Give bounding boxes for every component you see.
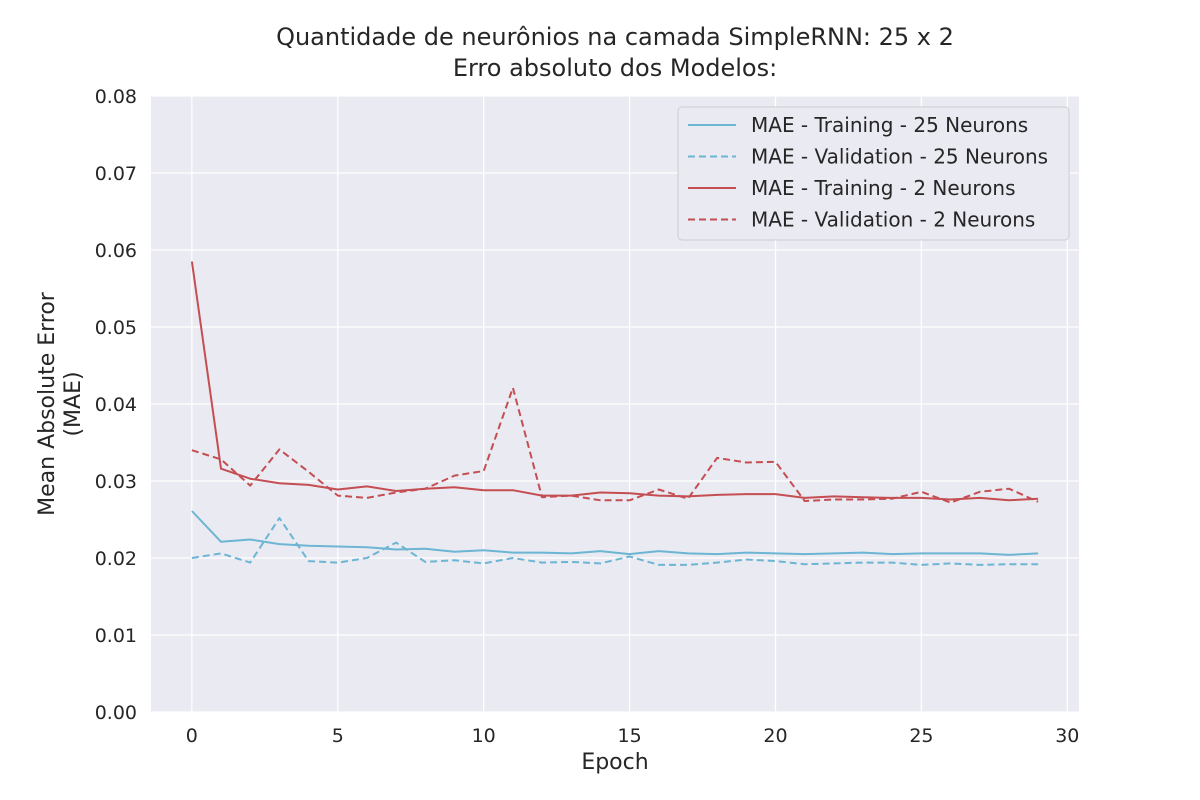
x-tick-labels: 0 5 10 15 20 25 30 bbox=[186, 725, 1080, 747]
series-line-1 bbox=[191, 510, 1039, 556]
y-tick-label: 0.03 bbox=[95, 471, 137, 493]
x-tick-label: 15 bbox=[617, 725, 641, 747]
series-line-2 bbox=[191, 517, 1039, 566]
x-tick-label: 30 bbox=[1055, 725, 1079, 747]
chart-subtitle: Erro absoluto dos Modelos: bbox=[453, 54, 777, 82]
y-tick-label: 0.05 bbox=[95, 317, 137, 339]
y-axis-label-line1: Mean Absolute Error bbox=[35, 291, 60, 516]
grid-lines bbox=[151, 95, 1079, 713]
x-tick-label: 0 bbox=[186, 725, 198, 747]
y-tick-label: 0.02 bbox=[95, 548, 137, 570]
x-tick-label: 10 bbox=[472, 725, 496, 747]
y-tick-label: 0.07 bbox=[95, 163, 137, 185]
y-axis-label: Mean Absolute Error (MAE) bbox=[35, 291, 86, 516]
y-tick-label: 0.01 bbox=[95, 625, 137, 647]
legend: MAE - Training - 25 Neurons MAE - Validat… bbox=[677, 106, 1070, 241]
y-tick-label: 0.00 bbox=[95, 702, 137, 724]
series-line-3 bbox=[190, 261, 1039, 502]
legend-label: MAE - Training - 25 Neurons bbox=[751, 113, 1028, 137]
x-tick-label: 20 bbox=[763, 725, 787, 747]
x-axis-label: Epoch bbox=[581, 750, 648, 775]
chart-title: Quantidade de neurônios na camada Simple… bbox=[276, 23, 954, 51]
legend-label: MAE - Training - 2 Neurons bbox=[751, 176, 1016, 200]
x-tick-label: 25 bbox=[909, 725, 933, 747]
y-tick-label: 0.06 bbox=[95, 240, 137, 262]
legend-label: MAE - Validation - 2 Neurons bbox=[751, 208, 1035, 232]
x-tick-label: 5 bbox=[332, 725, 344, 747]
y-tick-label: 0.04 bbox=[95, 394, 137, 416]
y-tick-labels: 0.00 0.01 0.02 0.03 0.04 0.05 0.06 0.07 0.08 bbox=[95, 86, 137, 724]
y-axis-label-line2: (MAE) bbox=[61, 371, 86, 436]
y-tick-label: 0.08 bbox=[95, 86, 137, 108]
legend-label: MAE - Validation - 25 Neurons bbox=[751, 145, 1048, 169]
series-layer bbox=[190, 261, 1039, 566]
legend-box bbox=[677, 106, 1070, 241]
